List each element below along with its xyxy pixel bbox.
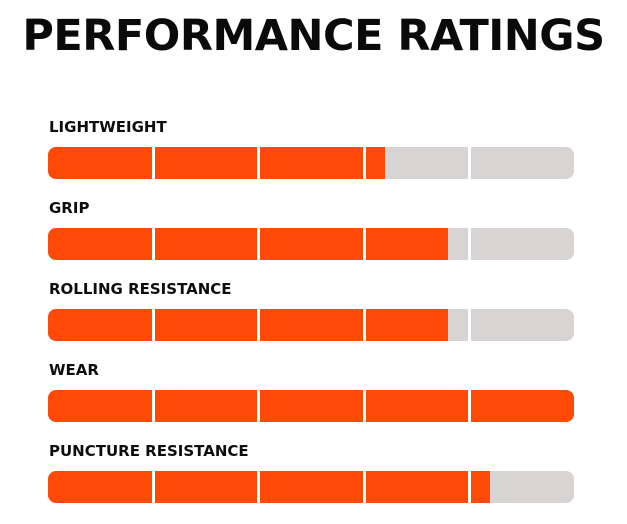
rating-row: ROLLING RESISTANCE <box>48 279 574 360</box>
rating-label: ROLLING RESISTANCE <box>49 280 232 298</box>
rating-bar <box>48 228 448 260</box>
ratings-chart: LIGHTWEIGHT GRIP ROLLING RESISTANCE WEAR PUN… <box>48 117 574 522</box>
rating-track <box>48 147 574 179</box>
segment-divider <box>468 471 471 503</box>
segment-divider <box>363 471 366 503</box>
rating-label: WEAR <box>49 361 99 379</box>
segment-divider <box>468 309 471 341</box>
segment-divider <box>257 309 260 341</box>
rating-row: LIGHTWEIGHT <box>48 117 574 198</box>
segment-divider <box>257 471 260 503</box>
segment-divider <box>152 147 155 179</box>
rating-track <box>48 471 574 503</box>
segment-divider <box>257 147 260 179</box>
rating-label: LIGHTWEIGHT <box>49 118 167 136</box>
segment-divider <box>152 390 155 422</box>
segment-divider <box>363 390 366 422</box>
segment-divider <box>468 390 471 422</box>
rating-row: PUNCTURE RESISTANCE <box>48 441 574 522</box>
segment-divider <box>152 309 155 341</box>
rating-row: WEAR <box>48 360 574 441</box>
rating-label: GRIP <box>49 199 90 217</box>
segment-divider <box>257 228 260 260</box>
rating-label: PUNCTURE RESISTANCE <box>49 442 249 460</box>
segment-divider <box>363 309 366 341</box>
page-title: PERFORMANCE RATINGS <box>22 11 605 61</box>
segment-divider <box>363 228 366 260</box>
rating-track <box>48 228 574 260</box>
segment-divider <box>468 147 471 179</box>
rating-row: GRIP <box>48 198 574 279</box>
rating-bar <box>48 390 574 422</box>
rating-bar <box>48 471 490 503</box>
rating-track <box>48 390 574 422</box>
rating-bar <box>48 147 385 179</box>
segment-divider <box>152 228 155 260</box>
segment-divider <box>363 147 366 179</box>
rating-bar <box>48 309 448 341</box>
rating-track <box>48 309 574 341</box>
segment-divider <box>152 471 155 503</box>
segment-divider <box>468 228 471 260</box>
segment-divider <box>257 390 260 422</box>
